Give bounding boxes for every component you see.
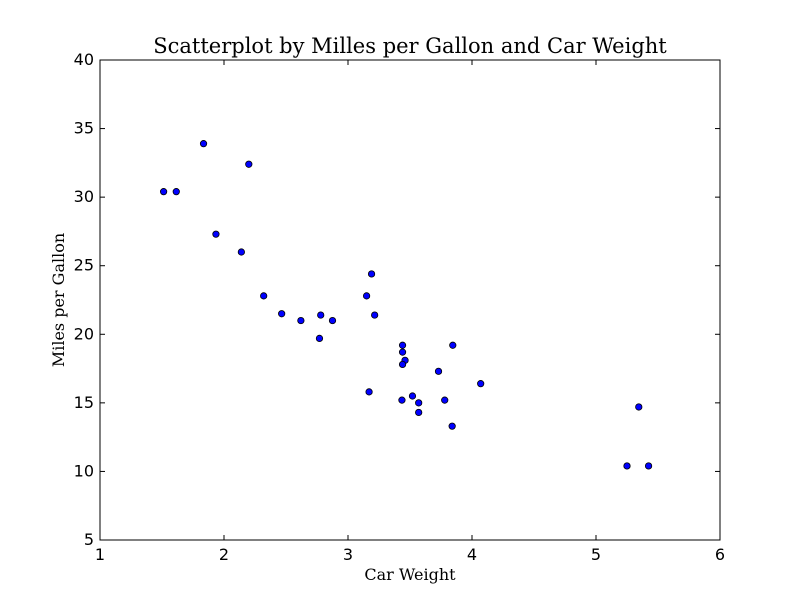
data-point-31 bbox=[317, 311, 325, 319]
data-points bbox=[160, 140, 653, 470]
data-point-9 bbox=[398, 341, 407, 349]
data-point-0 bbox=[297, 316, 305, 325]
data-point-2 bbox=[260, 292, 268, 300]
data-point-29 bbox=[315, 334, 324, 342]
data-point-27 bbox=[160, 188, 168, 196]
y-tick-label: 10 bbox=[74, 461, 94, 480]
data-point-12 bbox=[434, 367, 443, 375]
y-tick-label: 15 bbox=[74, 393, 94, 412]
data-point-14 bbox=[623, 462, 631, 470]
data-point-23 bbox=[448, 422, 456, 430]
data-point-22 bbox=[398, 396, 406, 404]
data-point-19 bbox=[199, 140, 208, 148]
data-point-18 bbox=[172, 188, 180, 196]
y-tick-label: 5 bbox=[84, 530, 94, 549]
data-point-28 bbox=[365, 388, 373, 396]
x-axis-label: Car Weight bbox=[364, 565, 456, 584]
data-point-10 bbox=[398, 360, 407, 369]
y-tick-label: 30 bbox=[74, 187, 94, 206]
y-axis-label: Miles per Gallon bbox=[49, 233, 68, 367]
data-point-3 bbox=[371, 311, 379, 319]
x-tick-label: 2 bbox=[219, 545, 229, 564]
x-tick-label: 4 bbox=[467, 545, 477, 564]
y-tick-label: 25 bbox=[74, 256, 94, 275]
data-point-6 bbox=[415, 408, 423, 417]
data-point-1 bbox=[328, 316, 337, 325]
data-point-30 bbox=[415, 399, 423, 407]
data-point-25 bbox=[212, 230, 220, 238]
data-point-8 bbox=[362, 292, 371, 300]
x-tick-label: 6 bbox=[715, 545, 725, 564]
data-point-26 bbox=[237, 248, 245, 256]
data-point-20 bbox=[278, 310, 286, 318]
x-tick-label: 5 bbox=[591, 545, 601, 564]
data-point-15 bbox=[644, 462, 653, 470]
data-point-17 bbox=[245, 160, 253, 168]
axis-ticks: 1 2 3 4 5 6 5 10 15 20 25 30 35 40 bbox=[74, 50, 725, 564]
chart-title: Scatterplot by Milles per Gallon and Car… bbox=[153, 34, 667, 58]
data-point-11 bbox=[477, 380, 485, 388]
data-point-16 bbox=[635, 403, 643, 411]
plot-frame bbox=[99, 59, 721, 541]
y-tick-label: 20 bbox=[74, 324, 94, 343]
data-point-13 bbox=[441, 396, 449, 404]
y-tick-label: 35 bbox=[74, 119, 94, 138]
x-tick-label: 1 bbox=[95, 545, 105, 564]
data-point-24 bbox=[449, 341, 457, 349]
data-point-21 bbox=[408, 392, 417, 400]
data-point-4 bbox=[398, 348, 407, 356]
y-tick-label: 40 bbox=[74, 50, 94, 69]
data-point-7 bbox=[367, 270, 376, 278]
x-tick-label: 3 bbox=[343, 545, 353, 564]
